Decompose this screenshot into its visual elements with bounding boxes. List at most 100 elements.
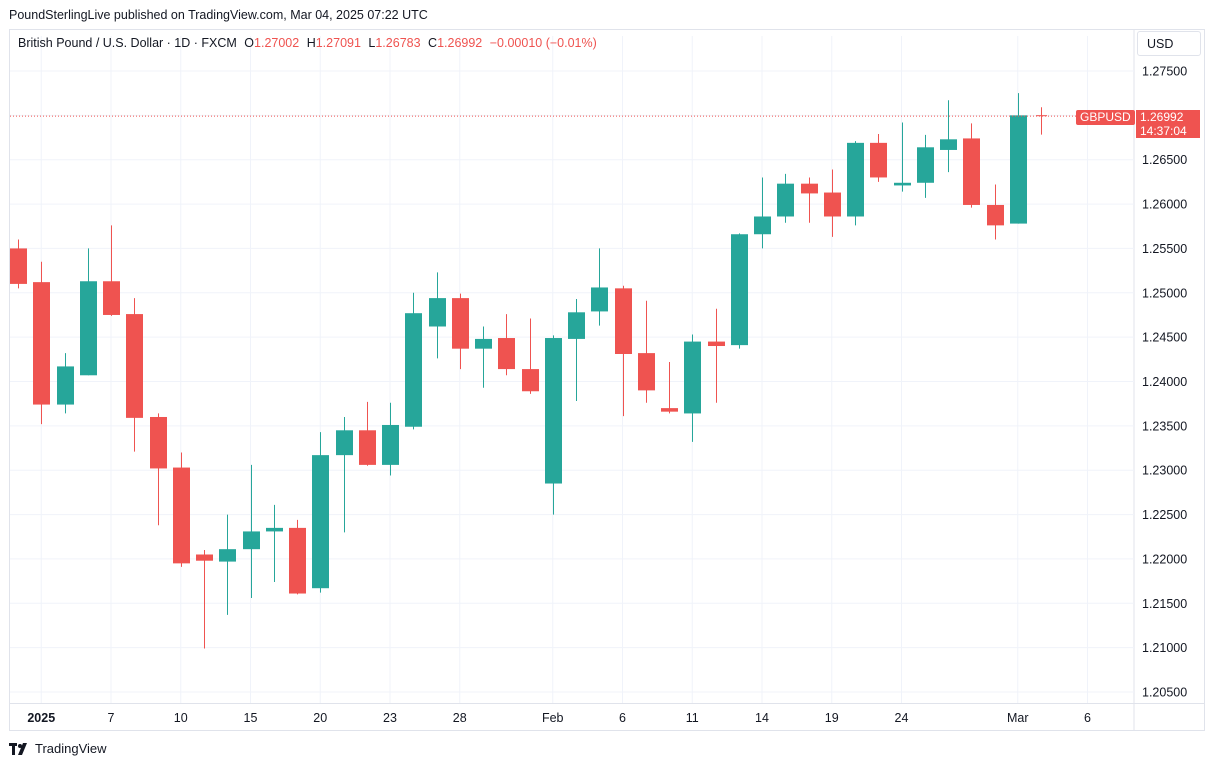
candle-body — [10, 248, 27, 284]
time-tick-label: Mar — [1007, 711, 1029, 725]
candle — [429, 272, 446, 359]
last-price-tag: 1.26992 — [1136, 110, 1200, 124]
candle-body — [312, 455, 329, 589]
candle-body — [80, 281, 97, 376]
candle-body — [1010, 115, 1027, 224]
candle — [289, 519, 306, 595]
candle-body — [731, 234, 748, 346]
candle — [359, 401, 376, 466]
candle — [103, 225, 120, 316]
candle-body — [894, 182, 911, 186]
candle-body — [452, 298, 469, 349]
candle — [847, 141, 864, 226]
price-axis: 1.275001.270001.265001.260001.255001.250… — [1142, 65, 1187, 700]
time-tick-label: 23 — [383, 711, 397, 725]
candle — [150, 413, 167, 526]
time-tick-label: 14 — [755, 711, 769, 725]
candle — [405, 292, 422, 430]
candle-body — [522, 369, 539, 392]
candle-body — [429, 298, 446, 327]
time-tick-label: 24 — [895, 711, 909, 725]
price-tick-label: 1.23000 — [1142, 464, 1187, 478]
low-value: 1.26783 — [375, 36, 421, 50]
candle — [801, 177, 818, 223]
candle-body — [196, 554, 213, 561]
symbol-title[interactable]: British Pound / U.S. Dollar · 1D · FXCM — [18, 36, 237, 50]
candle — [452, 293, 469, 370]
time-tick-label: 2025 — [27, 711, 55, 725]
candle — [963, 123, 980, 208]
candle — [824, 169, 841, 237]
currency-button[interactable]: USD — [1137, 31, 1201, 56]
candle — [917, 134, 934, 198]
price-tick-label: 1.25000 — [1142, 286, 1187, 300]
time-tick-label: 10 — [174, 711, 188, 725]
candle-body — [615, 288, 632, 354]
candle — [777, 173, 794, 223]
candle — [987, 184, 1004, 240]
candle-body — [801, 183, 818, 194]
price-tick-label: 1.21500 — [1142, 597, 1187, 611]
candle-body — [708, 341, 725, 347]
candle-body — [847, 142, 864, 217]
change-value: −0.00010 (−0.01%) — [489, 36, 597, 50]
tradingview-brand[interactable]: TradingView — [9, 741, 107, 756]
price-tick-label: 1.23500 — [1142, 419, 1187, 433]
candle-body — [777, 183, 794, 217]
time-tick-label: 11 — [686, 711, 699, 725]
candle — [1010, 93, 1027, 224]
candle-body — [126, 314, 143, 418]
candle — [731, 233, 748, 349]
candle — [126, 298, 143, 452]
candle-body — [243, 531, 260, 550]
close-value: 1.26992 — [437, 36, 483, 50]
candle-body — [150, 416, 167, 469]
low-label: L — [368, 36, 376, 50]
candle — [57, 353, 74, 414]
candle-body — [684, 341, 701, 414]
candle-body — [987, 204, 1004, 226]
candle — [475, 326, 492, 388]
candle — [10, 239, 27, 289]
price-tick-label: 1.27500 — [1142, 65, 1187, 79]
candle — [498, 314, 515, 376]
price-tick-label: 1.20500 — [1142, 686, 1187, 700]
high-label: H — [306, 36, 316, 50]
candle-body — [475, 338, 492, 349]
candle-body — [1036, 115, 1047, 117]
candle — [382, 402, 399, 476]
chart-frame — [9, 29, 1205, 731]
time-tick-label: 19 — [825, 711, 839, 725]
candle-body — [498, 338, 515, 370]
candle — [33, 261, 50, 425]
candle — [591, 248, 608, 326]
candle — [708, 308, 725, 403]
candle — [545, 335, 562, 515]
candle-body — [57, 366, 74, 405]
candle-body — [870, 142, 887, 178]
candle — [661, 361, 678, 414]
candle-body — [568, 312, 585, 339]
candle — [196, 550, 213, 649]
candle — [940, 100, 957, 173]
grid-lines — [10, 30, 1204, 730]
candle-body — [591, 287, 608, 312]
price-tick-label: 1.22000 — [1142, 552, 1187, 566]
candle-body — [824, 192, 841, 217]
time-tick-label: 15 — [244, 711, 258, 725]
candle — [312, 432, 329, 593]
price-tick-label: 1.24000 — [1142, 375, 1187, 389]
price-tick-label: 1.26500 — [1142, 153, 1187, 167]
time-tick-label: 20 — [313, 711, 327, 725]
price-tick-label: 1.22500 — [1142, 508, 1187, 522]
candle — [615, 285, 632, 417]
time-tick-label: 7 — [108, 711, 115, 725]
open-label: O — [244, 36, 255, 50]
candle-body — [266, 527, 283, 532]
candle-body — [103, 281, 120, 315]
candle-body — [173, 467, 190, 564]
time-tick-label: Feb — [542, 711, 564, 725]
legend: British Pound / U.S. Dollar · 1D · FXCM … — [18, 36, 597, 50]
close-label: C — [428, 36, 438, 50]
